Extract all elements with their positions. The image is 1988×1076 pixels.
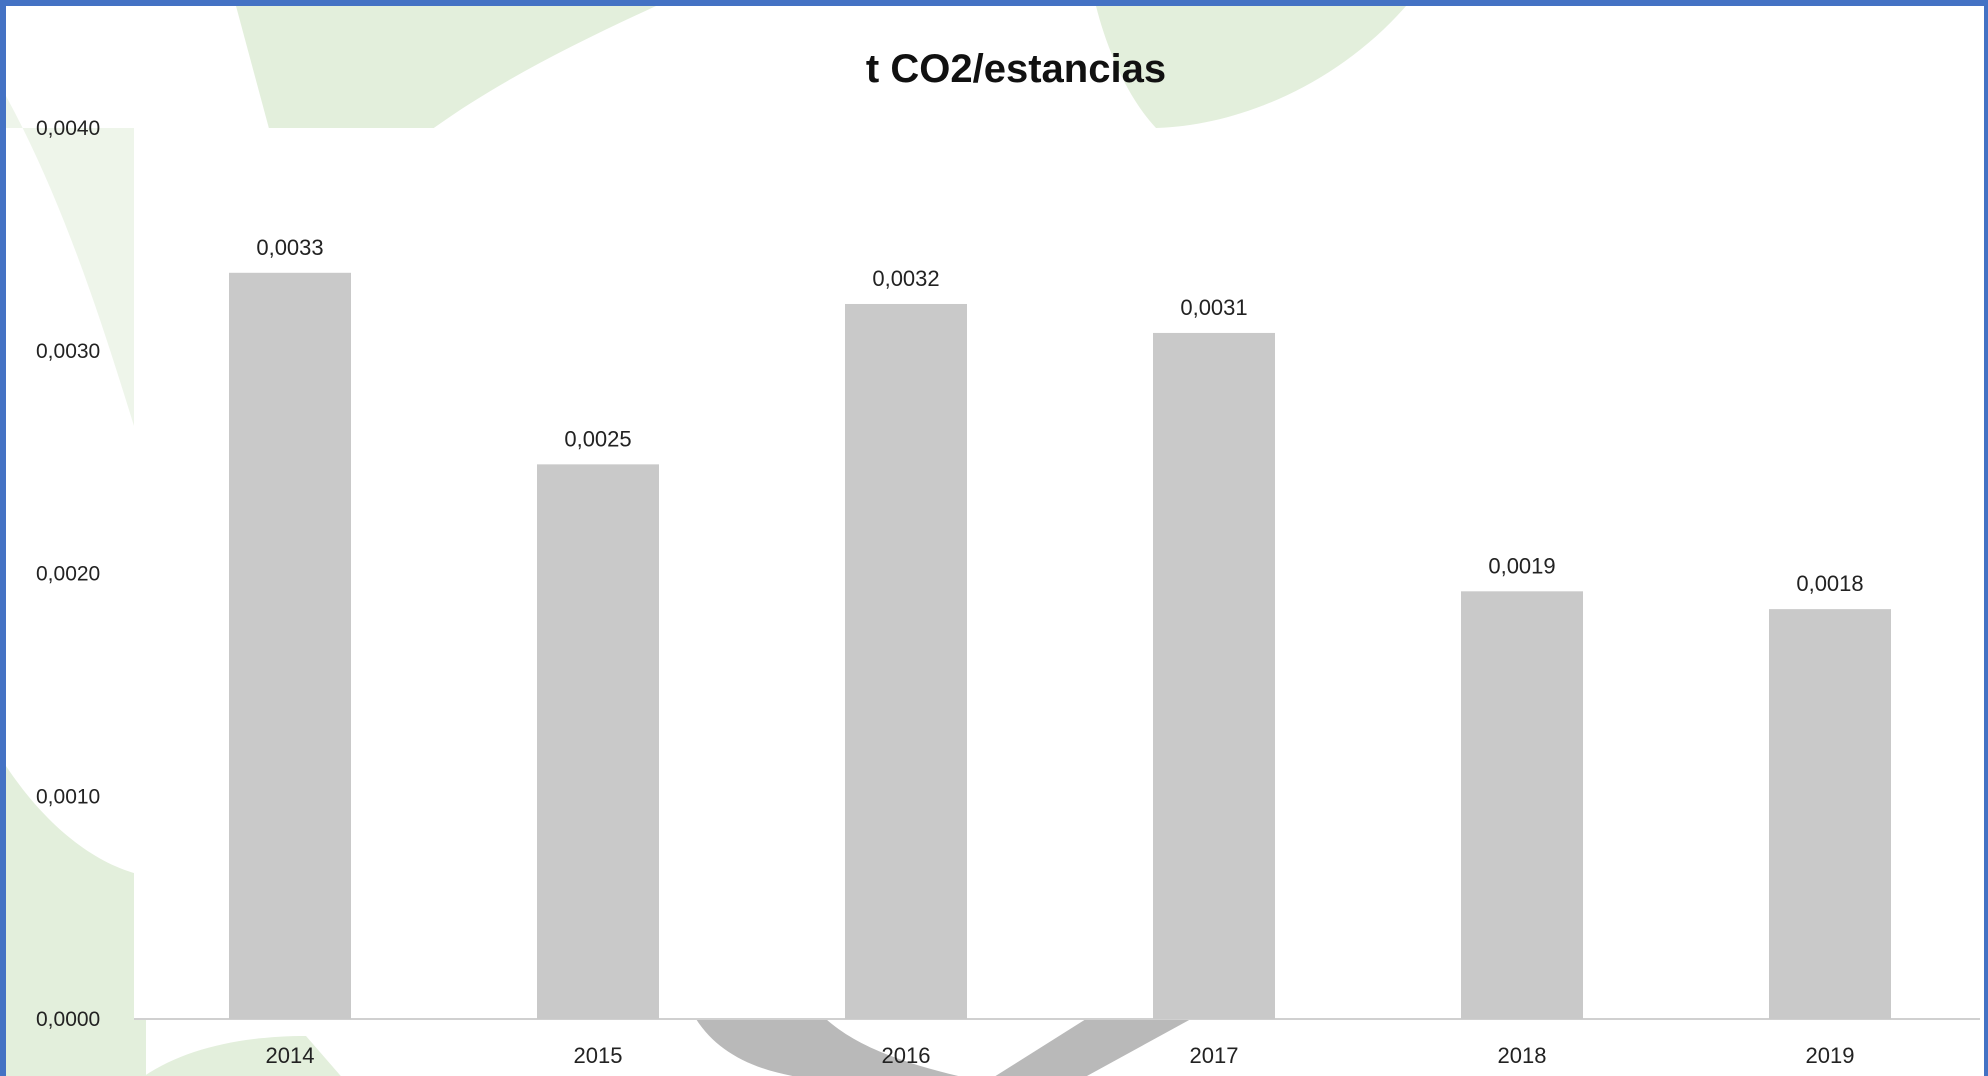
x-tick-label-2014: 2014 (266, 1043, 315, 1068)
y-axis-tick-labels: 0,0000 0,0010 0,0020 0,0030 0,0040 (36, 117, 100, 1031)
bar-chart: t CO2/estancias 0,0000 0,0010 0,0020 0,0030… (6, 6, 1980, 1076)
bar-2019 (1769, 609, 1891, 1019)
bar-2016 (845, 303, 967, 1019)
y-tick-label: 0,0010 (36, 785, 100, 808)
watermark-leaf-bottom (144, 1036, 341, 1076)
x-tick-label-2016: 2016 (882, 1043, 931, 1068)
x-axis-tick-labels: 2014 2015 2016 2017 2018 2019 (266, 1043, 1855, 1068)
x-tick-label-2015: 2015 (574, 1043, 623, 1068)
watermark-slash-bottom (995, 1019, 1191, 1076)
data-label-2015: 0,0025 (564, 426, 631, 451)
y-tick-label: 0,0020 (36, 563, 100, 586)
bar-2015 (537, 464, 659, 1019)
data-label-2019: 0,0018 (1796, 571, 1863, 596)
y-tick-label: 0,0040 (36, 117, 100, 140)
watermark-leaf-top-right (1096, 6, 1406, 128)
watermark-arc-bottom (696, 1019, 959, 1076)
data-labels: 0,0033 0,0025 0,0032 0,0031 0,0019 0,0018 (256, 235, 1863, 596)
x-tick-label-2018: 2018 (1498, 1043, 1547, 1068)
data-label-2014: 0,0033 (256, 235, 323, 260)
watermark-leaf-left (6, 96, 134, 426)
watermark-leaf-bottom-left (6, 766, 146, 1076)
y-tick-label: 0,0030 (36, 340, 100, 363)
bar-2017 (1153, 332, 1275, 1019)
bar-2018 (1461, 591, 1583, 1019)
x-tick-label-2017: 2017 (1190, 1043, 1239, 1068)
data-label-2016: 0,0032 (872, 266, 939, 291)
data-label-2018: 0,0019 (1488, 553, 1555, 578)
bar-2014 (229, 272, 351, 1020)
bars (229, 272, 1891, 1020)
y-tick-label: 0,0000 (36, 1008, 100, 1031)
x-tick-label-2019: 2019 (1806, 1043, 1855, 1068)
chart-title: t CO2/estancias (866, 47, 1166, 91)
data-label-2017: 0,0031 (1180, 295, 1247, 320)
plot-area (134, 128, 1980, 1018)
